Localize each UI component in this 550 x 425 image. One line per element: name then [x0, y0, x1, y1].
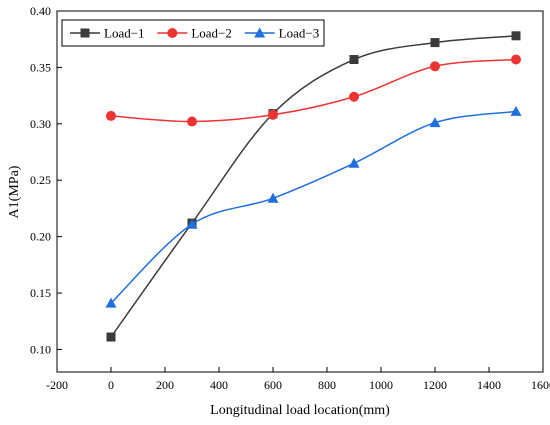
data-point — [267, 192, 279, 203]
x-tick-label: 600 — [264, 378, 282, 392]
data-point — [106, 332, 116, 342]
data-point — [268, 109, 278, 120]
y-tick-label: 0.15 — [30, 286, 51, 300]
series-layer — [105, 31, 522, 342]
series-1-line — [110, 35, 517, 338]
data-point — [429, 117, 441, 128]
data-point — [430, 38, 440, 48]
data-point — [511, 31, 521, 41]
legend-marker — [254, 27, 266, 38]
plot-frame — [56, 10, 544, 373]
legend-marker — [80, 28, 90, 38]
data-point — [349, 91, 359, 102]
data-point — [430, 61, 440, 72]
series-3 — [105, 105, 522, 308]
series-2-line — [110, 58, 517, 123]
data-point — [105, 297, 117, 308]
y-tick-label: 0.20 — [30, 230, 51, 244]
y-tick-label: 0.35 — [30, 60, 51, 74]
x-tick-label: 0 — [108, 378, 114, 392]
series-3-line — [110, 110, 517, 304]
y-tick-label: 0.25 — [30, 173, 51, 187]
data-point — [511, 54, 521, 65]
legend-box — [61, 19, 325, 47]
x-tick-label: 1400 — [477, 378, 501, 392]
x-tick-label: 1200 — [423, 378, 447, 392]
x-tick-label: 1000 — [369, 378, 393, 392]
series-1 — [106, 31, 521, 342]
y-tick-label: 0.10 — [30, 342, 51, 356]
legend-marker — [167, 28, 178, 38]
data-point — [349, 55, 359, 65]
y-tick-label: 0.30 — [30, 117, 51, 131]
data-point — [186, 218, 198, 229]
legend-item-3: Load−3 — [244, 26, 320, 41]
legend-item-2: Load−2 — [157, 26, 232, 41]
legend-label: Load−2 — [191, 26, 232, 41]
x-tick-label: -200 — [46, 378, 68, 392]
legend-label: Load−1 — [104, 26, 145, 41]
legend: Load−1 Load−2 Load−3 — [61, 19, 325, 47]
data-point — [348, 157, 360, 168]
x-tick-label: 200 — [156, 378, 174, 392]
data-point — [510, 105, 522, 116]
x-tick-label: 800 — [318, 378, 336, 392]
series-2 — [106, 54, 521, 127]
data-point — [106, 110, 116, 121]
x-axis-title: Longitudinal load location(mm) — [210, 403, 390, 418]
x-tick-label: 400 — [210, 378, 228, 392]
legend-item-1: Load−1 — [70, 26, 145, 41]
y-tick-label: 0.40 — [30, 4, 51, 18]
data-point — [187, 116, 197, 127]
y-axis-title: A1(MPa) — [7, 165, 22, 218]
legend-label: Load−3 — [279, 26, 320, 41]
